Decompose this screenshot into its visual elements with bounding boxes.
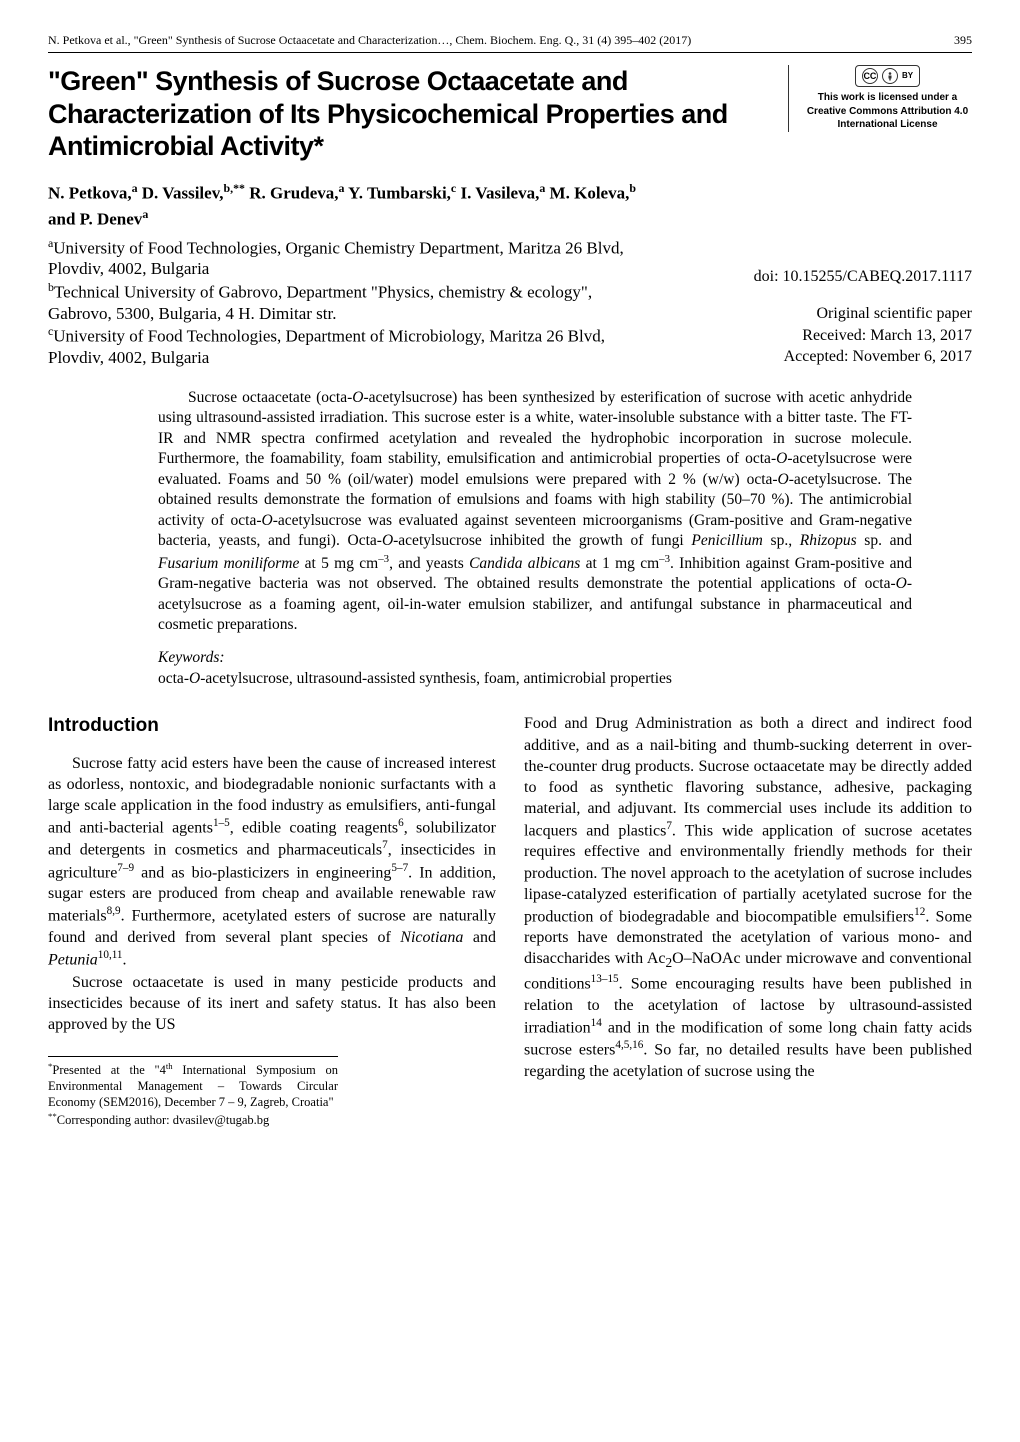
article-type: Original scientific paper (754, 303, 972, 325)
cc-icon: CC (862, 68, 878, 84)
footnotes: *Presented at the "4th International Sym… (48, 1056, 338, 1128)
intro-para-2: Sucrose octaacetate is used in many pest… (48, 972, 496, 1035)
received-date: Received: March 13, 2017 (754, 325, 972, 347)
accepted-date: Accepted: November 6, 2017 (754, 346, 972, 368)
affiliations: aUniversity of Food Technologies, Organi… (48, 236, 638, 368)
section-heading-introduction: Introduction (48, 713, 496, 738)
abstract-text: Sucrose octaacetate (octa-O-acetylsucros… (158, 388, 912, 636)
license-line-1: This work is licensed under a (803, 91, 972, 105)
doi: doi: 10.15255/CABEQ.2017.1117 (754, 266, 972, 288)
keywords-label: Keywords: (158, 648, 912, 669)
running-header: N. Petkova et al., "Green" Synthesis of … (48, 32, 972, 53)
by-icon (882, 68, 898, 84)
article-meta: doi: 10.15255/CABEQ.2017.1117 Original s… (754, 266, 972, 368)
intro-para-3: Food and Drug Administration as both a d… (524, 713, 972, 1081)
right-column: Food and Drug Administration as both a d… (524, 713, 972, 1127)
by-label: BY (902, 71, 913, 82)
page-number: 395 (954, 32, 972, 48)
body-columns: Introduction Sucrose fatty acid esters h… (48, 713, 972, 1127)
abstract: Sucrose octaacetate (octa-O-acetylsucros… (158, 388, 912, 636)
cc-badge: CC BY (855, 65, 920, 87)
title-block: "Green" Synthesis of Sucrose Octaacetate… (48, 65, 972, 162)
license-box: CC BY This work is licensed under a Crea… (788, 65, 972, 132)
footnote-corresponding: **Corresponding author: dvasilev@tugab.b… (48, 1111, 338, 1128)
authors: N. Petkova,a D. Vassilev,b,** R. Grudeva… (48, 180, 638, 231)
left-column: Introduction Sucrose fatty acid esters h… (48, 713, 496, 1127)
keywords: octa-O-acetylsucrose, ultrasound-assiste… (158, 669, 912, 690)
author-affiliation-row: N. Petkova,a D. Vassilev,b,** R. Grudeva… (48, 180, 972, 368)
license-line-2: Creative Commons Attribution 4.0 (803, 105, 972, 119)
footnote-presented: *Presented at the "4th International Sym… (48, 1061, 338, 1111)
authors-block: N. Petkova,a D. Vassilev,b,** R. Grudeva… (48, 180, 638, 368)
intro-para-1: Sucrose fatty acid esters have been the … (48, 753, 496, 971)
article-title: "Green" Synthesis of Sucrose Octaacetate… (48, 65, 788, 162)
running-header-left: N. Petkova et al., "Green" Synthesis of … (48, 32, 691, 48)
keywords-block: Keywords: octa-O-acetylsucrose, ultrasou… (158, 648, 912, 690)
license-line-3: International License (803, 118, 972, 132)
